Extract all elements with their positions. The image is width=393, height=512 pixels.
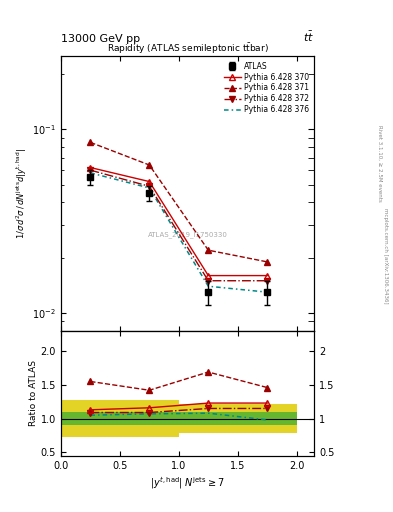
Pythia 6.428 370 <box>265 272 270 279</box>
Text: mcplots.cern.ch [arXiv:1306.3436]: mcplots.cern.ch [arXiv:1306.3436] <box>383 208 387 304</box>
Pythia 6.428 371 <box>265 259 270 265</box>
Line: Pythia 6.428 372: Pythia 6.428 372 <box>88 167 270 284</box>
Y-axis label: $1/\sigma\,d^2\!\sigma\,/\,dN^{\mathsf{jets}}d|y^{\mathsf{t,had}}|$: $1/\sigma\,d^2\!\sigma\,/\,dN^{\mathsf{j… <box>15 148 29 239</box>
Pythia 6.428 372 <box>147 183 152 189</box>
Pythia 6.428 376 <box>147 185 152 191</box>
Pythia 6.428 371 <box>88 139 93 145</box>
Title: Rapidity (ATLAS semileptonic t$\bar{\rm t}$bar): Rapidity (ATLAS semileptonic t$\bar{\rm … <box>107 41 268 56</box>
Text: ATLAS_2019_I1750330: ATLAS_2019_I1750330 <box>148 231 228 238</box>
Text: $t\bar{t}$: $t\bar{t}$ <box>303 29 314 44</box>
Pythia 6.428 371 <box>147 162 152 168</box>
Pythia 6.428 372 <box>265 278 270 284</box>
Pythia 6.428 376 <box>206 283 211 289</box>
Pythia 6.428 370 <box>88 164 93 170</box>
Line: Pythia 6.428 370: Pythia 6.428 370 <box>88 165 270 279</box>
Y-axis label: Ratio to ATLAS: Ratio to ATLAS <box>29 360 38 426</box>
Pythia 6.428 370 <box>147 179 152 185</box>
Pythia 6.428 376 <box>88 170 93 176</box>
Pythia 6.428 370 <box>206 272 211 279</box>
X-axis label: $|y^{t,\mathrm{had}}|\;N^{\mathrm{jets}}\geq 7$: $|y^{t,\mathrm{had}}|\;N^{\mathrm{jets}}… <box>150 475 225 490</box>
Pythia 6.428 372 <box>88 167 93 173</box>
Legend: ATLAS, Pythia 6.428 370, Pythia 6.428 371, Pythia 6.428 372, Pythia 6.428 376: ATLAS, Pythia 6.428 370, Pythia 6.428 37… <box>222 60 310 116</box>
Text: Rivet 3.1.10, ≥ 2.5M events: Rivet 3.1.10, ≥ 2.5M events <box>377 125 382 202</box>
Text: 13000 GeV pp: 13000 GeV pp <box>61 33 140 44</box>
Pythia 6.428 371 <box>206 247 211 253</box>
Line: Pythia 6.428 376: Pythia 6.428 376 <box>90 173 267 292</box>
Pythia 6.428 376 <box>265 289 270 295</box>
Line: Pythia 6.428 371: Pythia 6.428 371 <box>88 140 270 265</box>
Pythia 6.428 372 <box>206 278 211 284</box>
